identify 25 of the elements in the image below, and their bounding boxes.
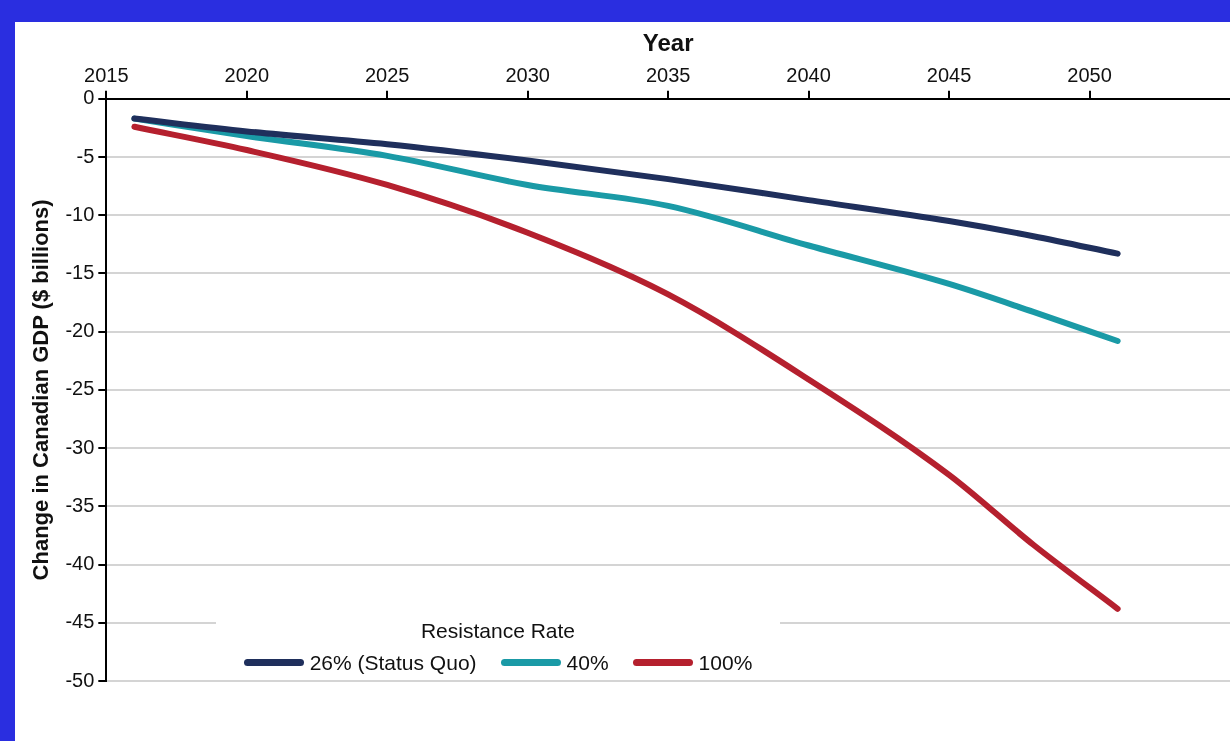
y-tick-label: -50 [65,668,95,691]
y-tick-label: -45 [65,610,95,633]
x-tick-label: 2040 [786,64,831,87]
x-tick-label: 2030 [505,64,550,87]
x-tick-label: 2045 [926,64,972,87]
x-tick-label: 2035 [645,64,691,87]
y-tick-label: -20 [65,319,95,342]
x-tick-label: 2015 [84,64,129,87]
legend-label: 100% [698,650,753,675]
x-tick-label: 2020 [224,64,270,87]
y-axis-title: Change in Canadian GDP ($ billions) [28,199,54,581]
y-tick-label: -15 [65,260,95,283]
legend-title: Resistance Rate [419,619,576,643]
y-tick-label: -40 [65,552,95,575]
x-axis-title: Year [642,29,694,57]
legend-label: 26% (Status Quo) [309,650,477,675]
y-tick-label: -35 [65,493,95,516]
y-tick-label: -30 [65,435,95,458]
x-tick-label: 2025 [364,64,410,87]
legend-label: 40% [566,650,609,675]
y-tick-label: 0 [83,86,95,109]
y-tick-label: -5 [76,144,95,167]
y-tick-label: -25 [65,377,95,400]
x-tick-label: 2050 [1067,64,1112,87]
y-tick-label: -10 [65,202,95,225]
